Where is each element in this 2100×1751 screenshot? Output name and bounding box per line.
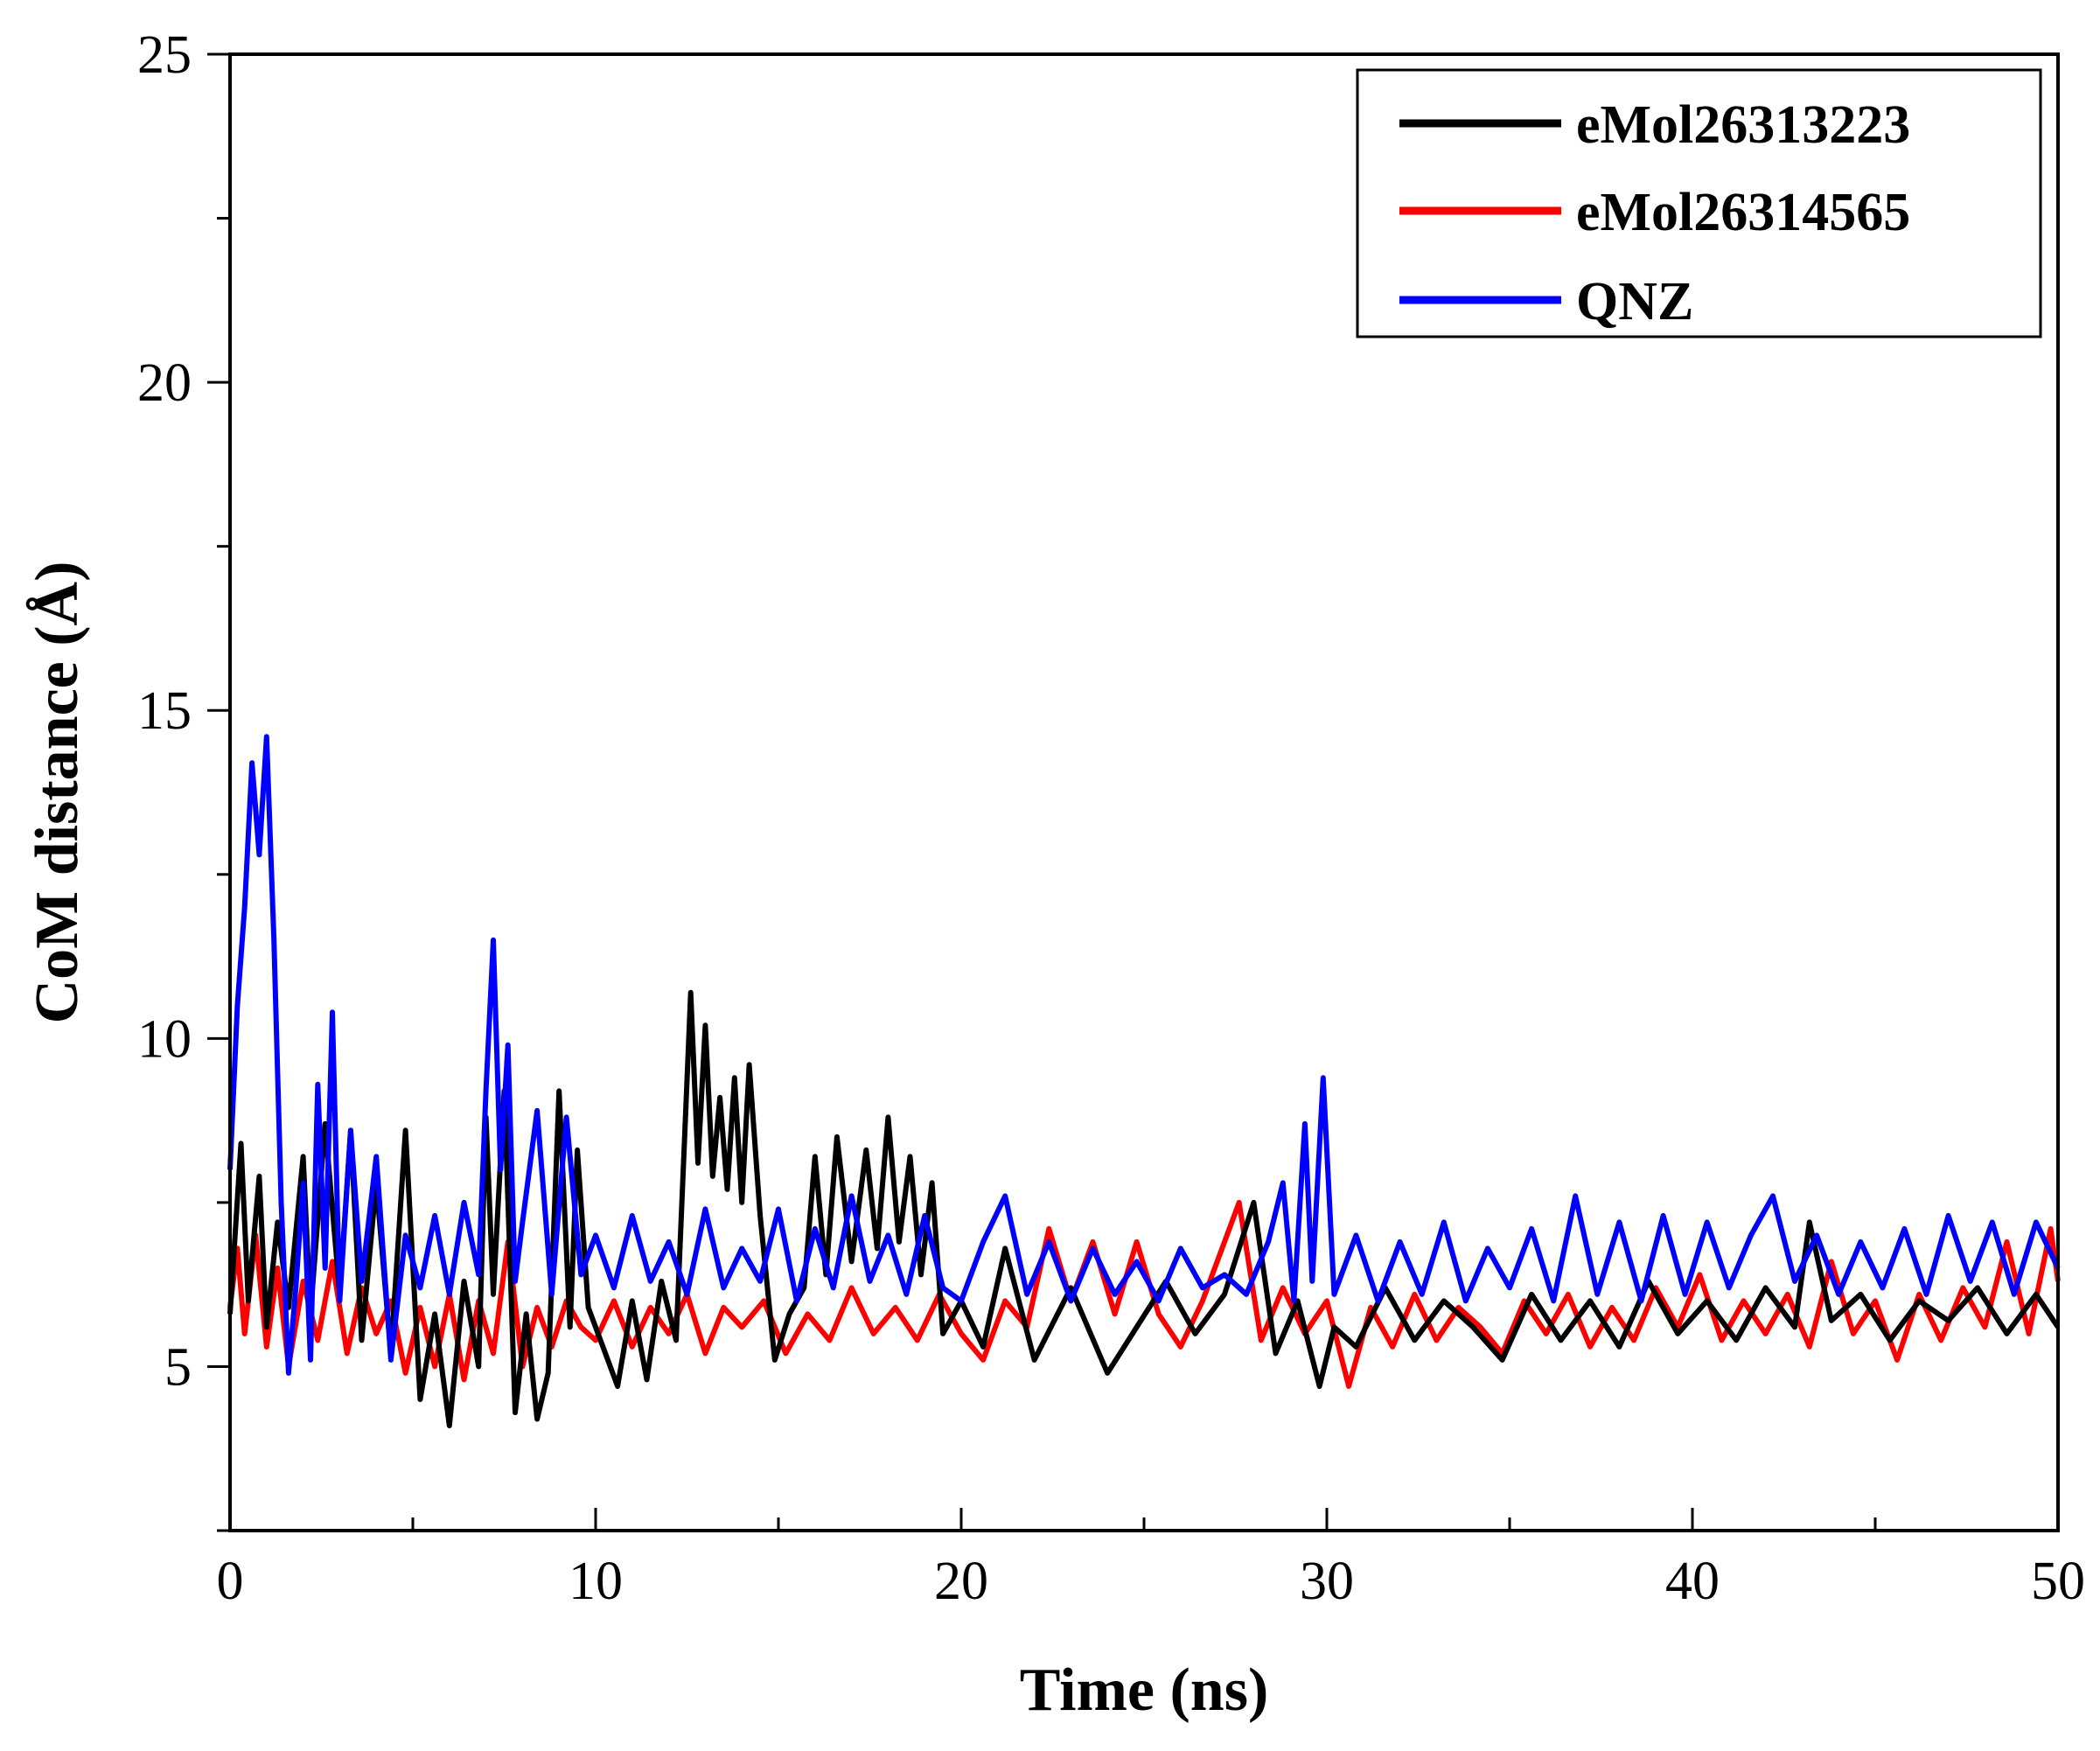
legend-label-qnz: QNZ bbox=[1576, 272, 1693, 331]
legend: eMol26313223 eMol26314565 QNZ bbox=[1356, 68, 2042, 338]
x-axis-title: Time (ns) bbox=[1020, 1657, 1269, 1724]
x-tick-label-50: 50 bbox=[2031, 1552, 2085, 1611]
y-tick-label-25: 25 bbox=[137, 25, 192, 85]
y-axis-title: CoM distance (Å) bbox=[24, 562, 91, 1024]
legend-box bbox=[1356, 68, 2042, 338]
legend-label-emol26313223: eMol26313223 bbox=[1576, 95, 1910, 155]
y-tick-label-15: 15 bbox=[137, 681, 192, 741]
series-layer bbox=[227, 734, 2061, 1428]
x-tick-label-0: 0 bbox=[217, 1552, 244, 1611]
y-tick-label-10: 10 bbox=[137, 1009, 192, 1069]
x-tick-label-10: 10 bbox=[569, 1552, 623, 1611]
ticks-layer: 0 10 20 30 40 50 5 10 15 20 25 bbox=[137, 25, 2085, 1611]
y-tick-label-5: 5 bbox=[164, 1337, 192, 1397]
x-tick-label-40: 40 bbox=[1665, 1552, 1720, 1611]
legend-label-emol26314565: eMol26314565 bbox=[1576, 183, 1910, 242]
series-line-qnz bbox=[227, 734, 2061, 1376]
x-tick-label-30: 30 bbox=[1300, 1552, 1354, 1611]
x-tick-label-20: 20 bbox=[934, 1552, 988, 1611]
series-line-emol26313223 bbox=[227, 989, 2061, 1428]
y-tick-label-20: 20 bbox=[137, 353, 192, 413]
